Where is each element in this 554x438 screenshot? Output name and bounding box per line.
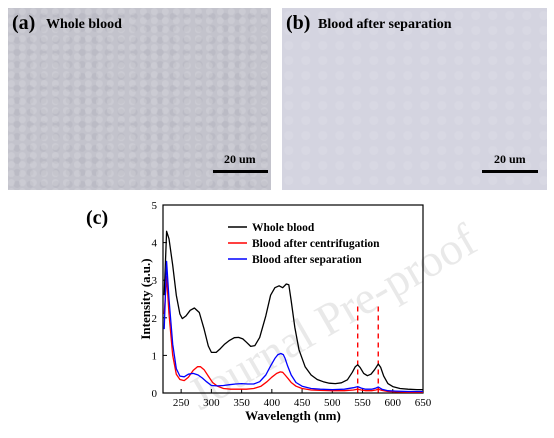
y-tick-label: 1: [152, 350, 158, 362]
panel-b-title: Blood after separation: [318, 17, 452, 32]
series-line: [163, 275, 423, 393]
y-tick-label: 2: [152, 313, 158, 325]
scale-bar: [482, 170, 538, 173]
x-tick-label: 650: [415, 397, 432, 409]
panel-c-label: (c): [86, 207, 108, 229]
x-tick-label: 400: [264, 397, 281, 409]
y-tick-label: 5: [152, 200, 158, 212]
x-tick-label: 550: [354, 397, 371, 409]
panel-a-title: Whole blood: [46, 17, 122, 32]
x-tick-label: 600: [385, 397, 402, 409]
micrograph-texture: [8, 8, 271, 190]
series-line: [163, 230, 423, 391]
scale-bar-label: 20 um: [224, 152, 256, 166]
scale-bar-label: 20 um: [494, 152, 526, 166]
x-tick-label: 300: [203, 397, 220, 409]
x-axis-label: Wavelength (nm): [245, 408, 341, 423]
legend-label: Blood after centrifugation: [252, 238, 380, 250]
x-tick-label: 450: [294, 397, 311, 409]
plot-frame: [162, 204, 424, 394]
legend-label: Blood after separation: [252, 254, 362, 266]
x-tick-label: 500: [324, 397, 341, 409]
x-tick-label: 350: [233, 397, 250, 409]
micrograph-whole-blood: (a) Whole blood 20 um: [8, 8, 271, 190]
legend-label: Whole blood: [252, 222, 315, 234]
series-line: [163, 260, 423, 393]
plot-area: 250 300 350 400 450 500 550 600 650 0 1 2 3 4 5 Wavelen…: [138, 200, 432, 423]
micrograph-texture: [282, 8, 547, 190]
y-tick-label: 3: [152, 275, 158, 287]
y-tick-label: 4: [152, 238, 158, 250]
scale-bar: [213, 170, 268, 173]
micrograph-blood-after-separation: (b) Blood after separation 20 um: [282, 8, 547, 190]
panel-a-label: (a): [12, 12, 36, 34]
x-tick-label: 250: [173, 397, 190, 409]
panel-b-label: (b): [286, 12, 311, 34]
y-axis-label: Intensity (a.u.): [138, 258, 153, 339]
y-tick-label: 0: [152, 388, 158, 400]
